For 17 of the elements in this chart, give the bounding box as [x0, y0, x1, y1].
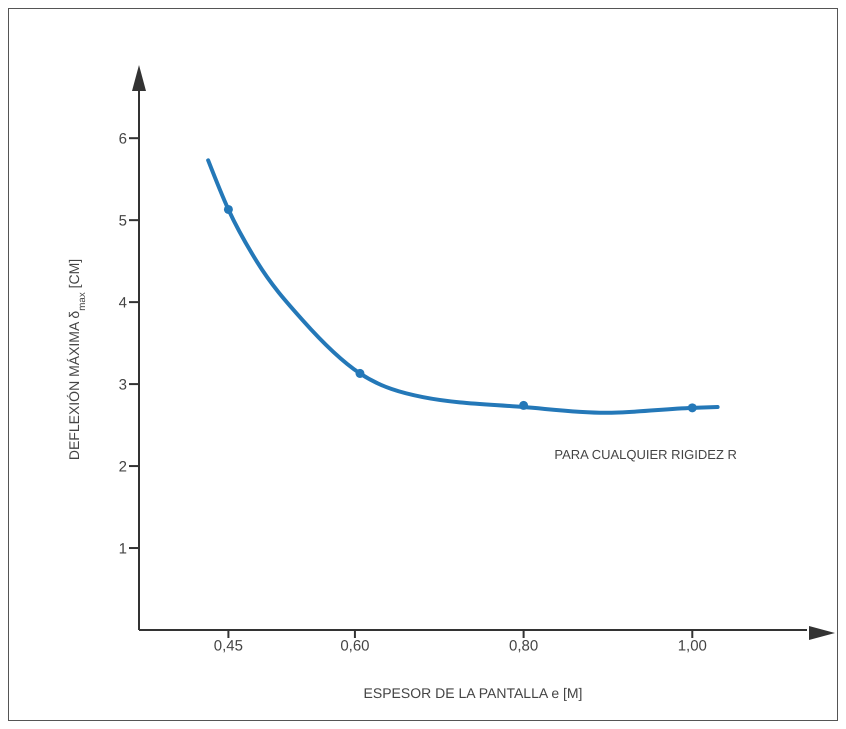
y-tick-label: 3 [118, 376, 127, 394]
point [224, 204, 233, 214]
y-tick-label: 1 [118, 540, 127, 558]
point [519, 400, 528, 410]
y-tick-label: 6 [118, 130, 127, 148]
line-series [206, 158, 720, 415]
x-tick-label: 0,45 [214, 638, 244, 655]
x-axis-title: ESPESOR DE LA PANTALLA e [M] [364, 685, 582, 701]
y-tick-label: 4 [118, 294, 127, 312]
point [355, 368, 364, 378]
x-tick-label: 0,80 [509, 638, 538, 655]
x-tick-label: 1,00 [678, 638, 707, 655]
annotation: PARA CUALQUIER RIGIDEZ R [554, 447, 737, 462]
x-tick-label: 0,60 [340, 638, 370, 655]
y-tick-label: 2 [118, 458, 127, 476]
y-tick-label: 5 [118, 212, 127, 230]
point [688, 403, 697, 412]
